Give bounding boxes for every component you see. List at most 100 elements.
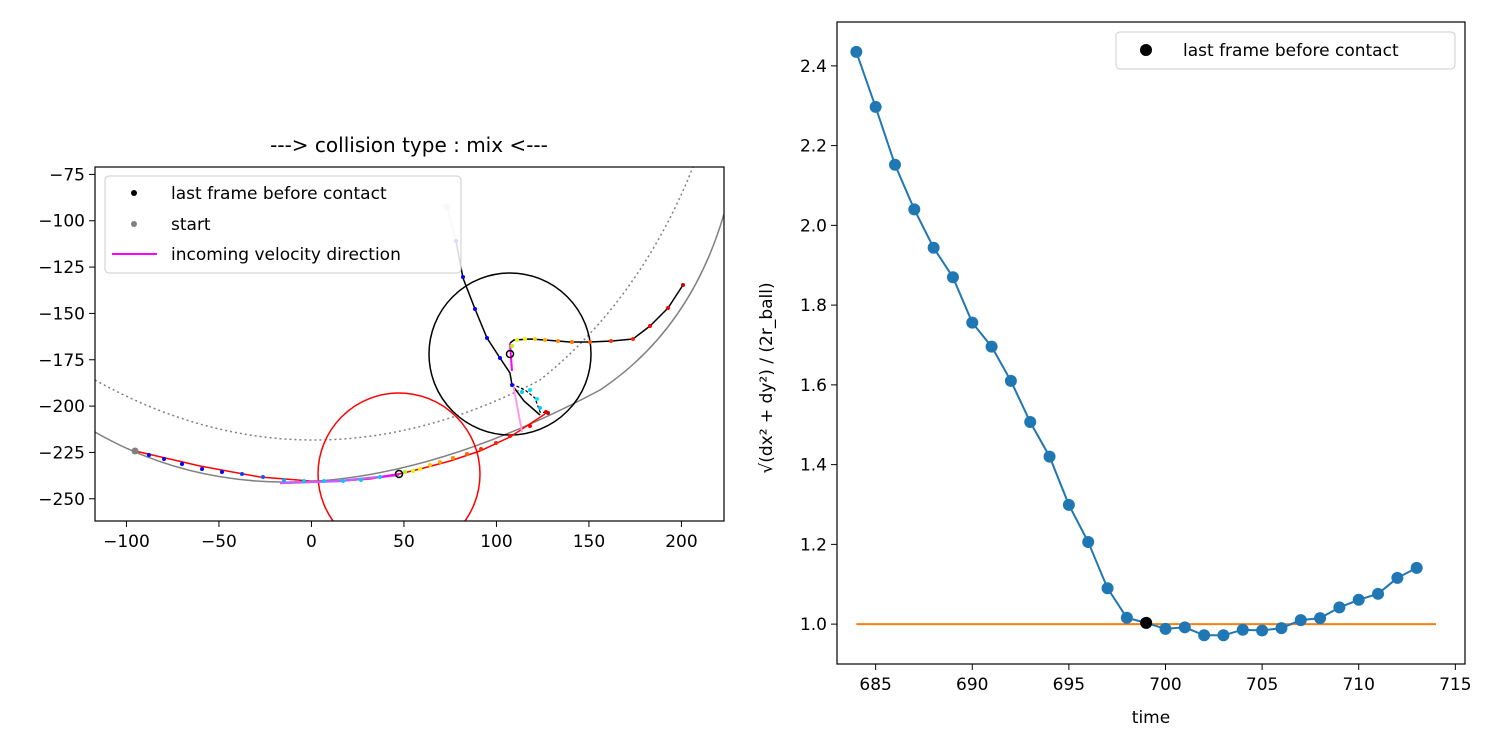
boundary-arc bbox=[95, 213, 724, 483]
legend-marker-right-last-frame bbox=[1140, 44, 1152, 56]
trajectory-point bbox=[180, 462, 184, 466]
data-point bbox=[1120, 611, 1133, 624]
right-x-tick-label: 685 bbox=[859, 675, 891, 695]
right-x-tick-label: 695 bbox=[1053, 675, 1085, 695]
data-point bbox=[1256, 624, 1269, 637]
trajectory-point bbox=[508, 434, 512, 438]
last-frame-point-2 bbox=[505, 349, 515, 359]
left-legend: last frame before contact start incoming… bbox=[104, 175, 462, 274]
legend-label-start: start bbox=[171, 215, 211, 235]
right-x-tick-label: 710 bbox=[1342, 675, 1374, 695]
left-x-tick-label: 100 bbox=[480, 532, 512, 552]
data-point bbox=[1043, 450, 1056, 463]
legend-label-right-last-frame: last frame before contact bbox=[1183, 41, 1399, 61]
right-x-tick-label: 690 bbox=[956, 675, 988, 695]
left-x-tick-label: 0 bbox=[306, 532, 317, 552]
data-point bbox=[1294, 614, 1307, 627]
right-y-tick-label: 1.4 bbox=[800, 456, 827, 476]
right-y-axis: 1.0 1.2 1.4 1.6 1.8 2.0 2.2 2.4 bbox=[800, 57, 837, 635]
left-y-tick-label: −150 bbox=[38, 304, 85, 324]
data-point bbox=[1082, 535, 1095, 548]
trajectory-point bbox=[428, 463, 432, 467]
trajectory-point bbox=[588, 340, 592, 344]
left-y-tick-label: −125 bbox=[38, 258, 85, 278]
trajectory-point bbox=[418, 467, 422, 471]
trajectory-point bbox=[240, 472, 244, 476]
right-y-tick-label: 2.0 bbox=[800, 216, 827, 236]
trajectory-point bbox=[220, 470, 224, 474]
last-frame-point-1 bbox=[394, 469, 404, 479]
trajectory-point bbox=[302, 479, 306, 483]
trajectory-point bbox=[528, 424, 532, 428]
data-point bbox=[1275, 622, 1288, 635]
left-x-tick-label: 150 bbox=[573, 532, 605, 552]
trajectory-point bbox=[411, 469, 415, 473]
trajectory-point bbox=[403, 470, 407, 474]
trajectory-point bbox=[473, 307, 477, 311]
data-point bbox=[1062, 498, 1075, 511]
trajectory-black-dashed bbox=[511, 383, 549, 414]
trajectory-point bbox=[543, 338, 547, 342]
trajectory-black-2 bbox=[509, 284, 684, 344]
legend-marker-last-frame bbox=[131, 190, 137, 196]
trajectory-point bbox=[510, 383, 514, 387]
left-y-tick-label: −75 bbox=[49, 165, 85, 185]
data-point bbox=[1372, 587, 1385, 600]
data-point bbox=[1352, 593, 1365, 606]
right-y-tick-label: 1.2 bbox=[800, 535, 827, 555]
trajectory-point bbox=[282, 478, 286, 482]
right-x-tick-label: 715 bbox=[1439, 675, 1471, 695]
trajectory-point bbox=[528, 388, 532, 392]
left-y-tick-label: −100 bbox=[38, 212, 85, 232]
data-point bbox=[1004, 374, 1017, 387]
trajectory-point bbox=[378, 475, 382, 479]
left-y-tick-label: −250 bbox=[38, 490, 85, 510]
left-y-tick-label: −225 bbox=[38, 443, 85, 463]
data-point bbox=[985, 340, 998, 353]
right-y-tick-label: 1.8 bbox=[800, 296, 827, 316]
trajectory-point bbox=[438, 460, 442, 464]
data-point bbox=[908, 203, 921, 216]
right-x-tick-label: 705 bbox=[1246, 675, 1278, 695]
start-point-red-ball bbox=[131, 447, 139, 455]
data-point bbox=[869, 100, 882, 113]
trajectory-point bbox=[666, 306, 670, 310]
trajectory-point bbox=[461, 275, 465, 279]
right-x-tick-label: 700 bbox=[1149, 675, 1181, 695]
right-plot-area bbox=[850, 45, 1437, 642]
data-point bbox=[1391, 571, 1404, 584]
right-y-tick-label: 2.4 bbox=[800, 57, 827, 77]
data-point bbox=[966, 316, 979, 329]
right-y-tick-label: 1.0 bbox=[800, 615, 827, 635]
right-y-axis-label: √(dx² + dy²) / (2r_ball) bbox=[757, 282, 777, 473]
trajectory-point bbox=[535, 397, 539, 401]
trajectory-point bbox=[681, 283, 685, 287]
data-point bbox=[1159, 622, 1172, 635]
last-frame-marker bbox=[1140, 616, 1153, 629]
data-point bbox=[946, 271, 959, 284]
red-circle bbox=[317, 392, 481, 521]
trajectory-point bbox=[359, 478, 363, 482]
trajectory-point bbox=[494, 441, 498, 445]
data-point bbox=[1217, 629, 1230, 642]
trajectory-point bbox=[515, 338, 519, 342]
trajectory-point bbox=[556, 339, 560, 343]
trajectory-point bbox=[570, 340, 574, 344]
left-x-tick-label: 200 bbox=[665, 532, 697, 552]
right-axes-frame bbox=[836, 21, 1466, 665]
data-point bbox=[1024, 415, 1037, 428]
right-legend: last frame before contact bbox=[1115, 31, 1456, 70]
trajectory-point bbox=[533, 337, 537, 341]
legend-label-last-frame: last frame before contact bbox=[171, 184, 387, 204]
right-y-tick-label: 2.2 bbox=[800, 137, 827, 157]
right-legend-box bbox=[1115, 31, 1456, 70]
trajectory-point bbox=[341, 479, 345, 483]
trajectory-point bbox=[510, 344, 514, 348]
trajectory-point bbox=[538, 406, 542, 410]
trajectory-point bbox=[162, 457, 166, 461]
left-x-tick-label: −50 bbox=[201, 532, 237, 552]
trajectory-point bbox=[479, 447, 483, 451]
left-legend-box bbox=[104, 175, 462, 274]
right-panel: 685 690 695 700 705 710 715 1.0 1.2 1.4 1.6 1.8 2.0… bbox=[757, 21, 1472, 728]
